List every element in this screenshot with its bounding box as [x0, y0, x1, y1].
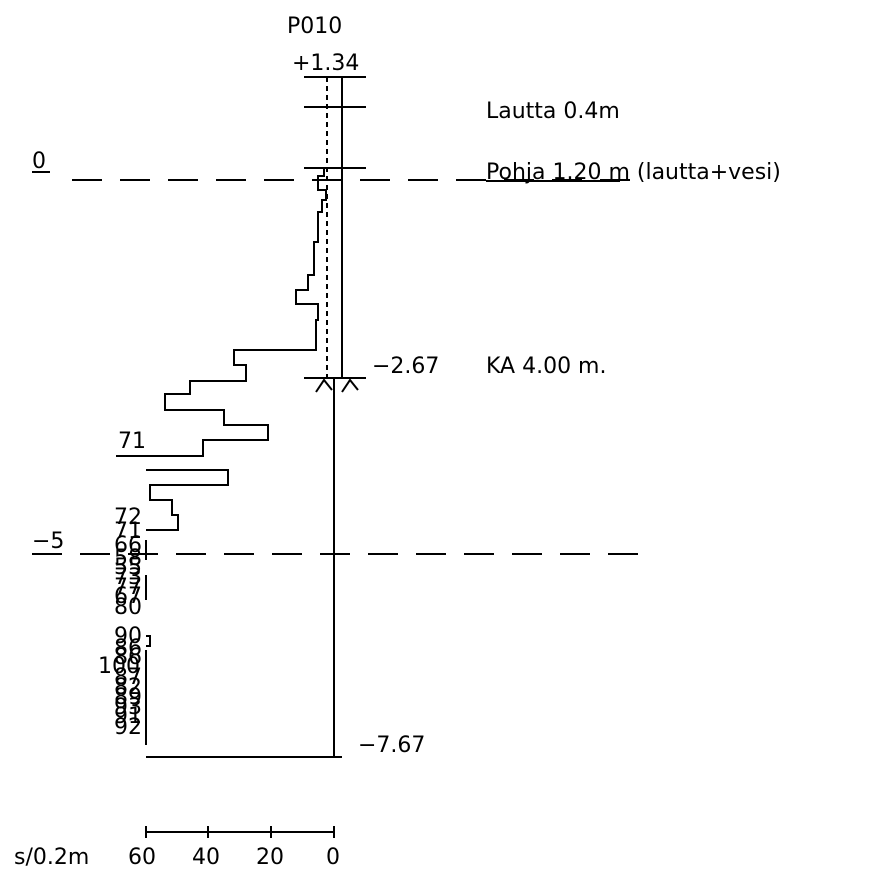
scale-tick-label: 0	[326, 845, 340, 870]
zero-level-label: 0	[32, 149, 46, 174]
blow-label: 55	[114, 555, 142, 580]
blow-label: 66	[114, 533, 142, 558]
blow-label: 87	[114, 665, 142, 690]
blow-label: 89	[114, 685, 142, 710]
end-level-label: −7.67	[358, 733, 425, 758]
blow-label: 86	[114, 645, 142, 670]
scale-tick-label: 40	[192, 845, 220, 870]
penetration-profile-deep	[145, 540, 151, 745]
blow-label: 91	[114, 704, 142, 729]
blow-label: 58	[114, 546, 142, 571]
blow-label: 71	[118, 429, 146, 454]
rock-symbol	[315, 378, 359, 393]
top-level-label: +1.34	[292, 51, 359, 76]
title: P010	[287, 14, 342, 39]
blow-label: 82	[114, 675, 142, 700]
minus5-level-label: −5	[32, 529, 64, 554]
blow-label: 86	[114, 636, 142, 661]
scale-unit-label: s/0.2m	[14, 845, 89, 870]
blow-label: 71	[114, 519, 142, 544]
blow-label: 100	[98, 654, 140, 679]
penetration-profile-lower	[146, 469, 229, 531]
blow-label: 93	[114, 695, 142, 720]
penetration-profile-upper	[146, 168, 327, 457]
blow-label: 73	[114, 565, 142, 590]
blow-label: 80	[114, 595, 142, 620]
blow-label: 92	[114, 715, 142, 740]
raft-label: Lautta 0.4m	[486, 99, 620, 124]
scale-tick-label: 60	[128, 845, 156, 870]
ka-level-label: −2.67	[372, 354, 439, 379]
blow-label: 72	[114, 505, 142, 530]
blow-label: 77	[114, 575, 142, 600]
blow-label: 67	[114, 584, 142, 609]
ka-label: KA 4.00 m.	[486, 354, 606, 379]
blow-label: 90	[114, 624, 142, 649]
scale-tick-label: 20	[256, 845, 284, 870]
